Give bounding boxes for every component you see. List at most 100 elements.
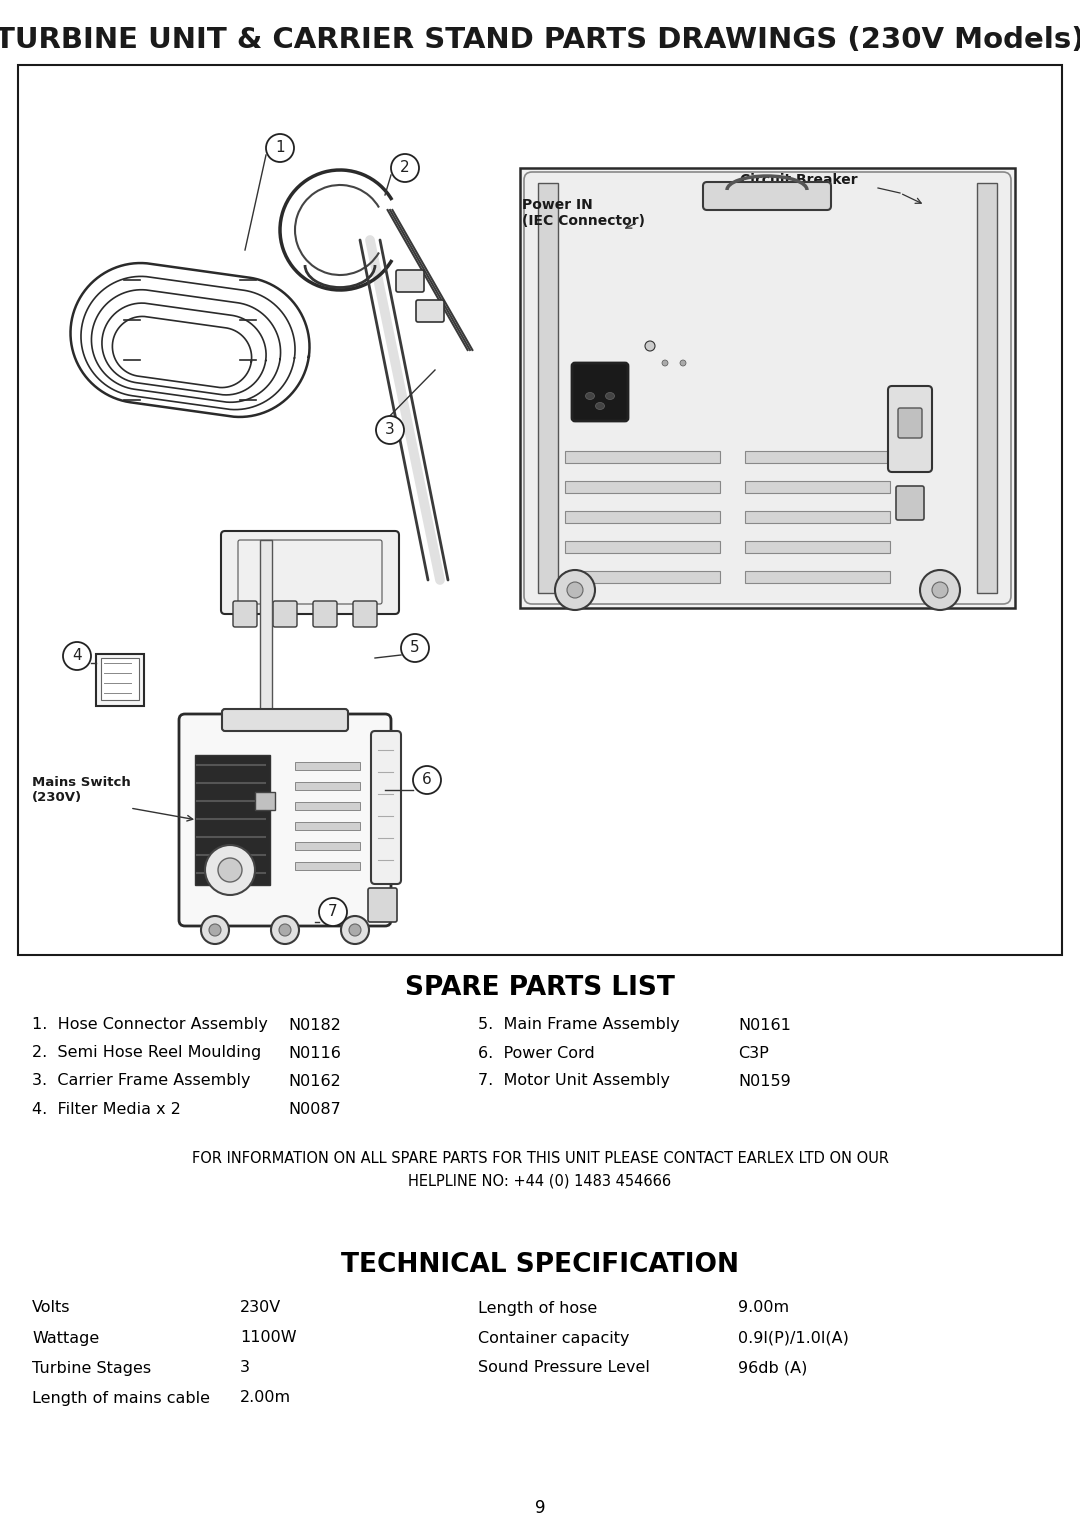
FancyBboxPatch shape bbox=[416, 300, 444, 322]
Bar bbox=[565, 481, 720, 493]
Text: 3: 3 bbox=[240, 1360, 249, 1376]
FancyBboxPatch shape bbox=[233, 601, 257, 627]
Text: 5.  Main Frame Assembly: 5. Main Frame Assembly bbox=[478, 1017, 679, 1033]
FancyBboxPatch shape bbox=[703, 182, 831, 210]
Text: FOR INFORMATION ON ALL SPARE PARTS FOR THIS UNIT PLEASE CONTACT EARLEX LTD ON OU: FOR INFORMATION ON ALL SPARE PARTS FOR T… bbox=[191, 1152, 889, 1189]
Text: TECHNICAL SPECIFICATION: TECHNICAL SPECIFICATION bbox=[341, 1252, 739, 1278]
FancyBboxPatch shape bbox=[888, 386, 932, 472]
Text: 3: 3 bbox=[386, 423, 395, 438]
Text: 230V: 230V bbox=[240, 1301, 281, 1316]
Circle shape bbox=[401, 634, 429, 662]
Text: TURBINE UNIT & CARRIER STAND PARTS DRAWINGS (230V Models): TURBINE UNIT & CARRIER STAND PARTS DRAWI… bbox=[0, 26, 1080, 54]
Circle shape bbox=[932, 582, 948, 597]
Text: N0159: N0159 bbox=[738, 1074, 791, 1089]
Bar bbox=[96, 654, 144, 706]
Text: Volts: Volts bbox=[32, 1301, 70, 1316]
Bar bbox=[565, 541, 720, 553]
Text: N0087: N0087 bbox=[288, 1102, 341, 1117]
Circle shape bbox=[680, 360, 686, 366]
FancyBboxPatch shape bbox=[368, 889, 397, 922]
Circle shape bbox=[555, 570, 595, 610]
Bar bbox=[295, 801, 360, 810]
Text: 96db (A): 96db (A) bbox=[738, 1360, 808, 1376]
Circle shape bbox=[319, 898, 347, 925]
FancyBboxPatch shape bbox=[572, 363, 627, 421]
Text: 1: 1 bbox=[275, 141, 285, 156]
Text: 6: 6 bbox=[422, 772, 432, 787]
Bar bbox=[295, 781, 360, 791]
Text: 6.  Power Cord: 6. Power Cord bbox=[478, 1045, 595, 1060]
Ellipse shape bbox=[585, 392, 594, 400]
Circle shape bbox=[662, 360, 669, 366]
FancyBboxPatch shape bbox=[222, 709, 348, 731]
Text: N0182: N0182 bbox=[288, 1017, 341, 1033]
FancyBboxPatch shape bbox=[353, 601, 377, 627]
Text: Circuit Breaker: Circuit Breaker bbox=[740, 173, 858, 187]
FancyBboxPatch shape bbox=[221, 532, 399, 614]
Circle shape bbox=[271, 916, 299, 944]
Circle shape bbox=[920, 570, 960, 610]
Text: 1100W: 1100W bbox=[240, 1330, 297, 1345]
Bar bbox=[195, 755, 270, 885]
Bar bbox=[519, 169, 1015, 608]
FancyBboxPatch shape bbox=[897, 408, 922, 438]
Text: 2: 2 bbox=[401, 161, 409, 176]
Text: 0.9l(P)/1.0l(A): 0.9l(P)/1.0l(A) bbox=[738, 1330, 849, 1345]
FancyBboxPatch shape bbox=[396, 270, 424, 293]
Ellipse shape bbox=[606, 392, 615, 400]
Text: N0161: N0161 bbox=[738, 1017, 791, 1033]
Circle shape bbox=[279, 924, 291, 936]
Circle shape bbox=[349, 924, 361, 936]
Bar bbox=[565, 512, 720, 522]
Text: Power IN
(IEC Connector): Power IN (IEC Connector) bbox=[522, 198, 645, 228]
Circle shape bbox=[266, 133, 294, 162]
Bar bbox=[565, 571, 720, 584]
Bar bbox=[745, 450, 890, 463]
Bar bbox=[18, 64, 1062, 954]
Bar bbox=[565, 450, 720, 463]
Circle shape bbox=[341, 916, 369, 944]
FancyBboxPatch shape bbox=[896, 486, 924, 519]
Circle shape bbox=[413, 766, 441, 794]
Bar bbox=[745, 571, 890, 584]
FancyBboxPatch shape bbox=[273, 601, 297, 627]
Text: 9: 9 bbox=[535, 1498, 545, 1517]
Text: 2.00m: 2.00m bbox=[240, 1391, 292, 1405]
Text: Mains Switch
(230V): Mains Switch (230V) bbox=[32, 777, 131, 804]
Circle shape bbox=[391, 155, 419, 182]
Text: C3P: C3P bbox=[738, 1045, 769, 1060]
Text: 3.  Carrier Frame Assembly: 3. Carrier Frame Assembly bbox=[32, 1074, 251, 1089]
Ellipse shape bbox=[595, 403, 605, 409]
Text: Wattage: Wattage bbox=[32, 1330, 99, 1345]
FancyBboxPatch shape bbox=[179, 714, 391, 925]
Circle shape bbox=[567, 582, 583, 597]
Bar bbox=[745, 512, 890, 522]
Bar bbox=[102, 659, 139, 700]
Circle shape bbox=[376, 417, 404, 444]
Bar bbox=[538, 182, 558, 593]
Text: 7.  Motor Unit Assembly: 7. Motor Unit Assembly bbox=[478, 1074, 670, 1089]
Bar bbox=[255, 792, 275, 810]
Text: SPARE PARTS LIST: SPARE PARTS LIST bbox=[405, 974, 675, 1000]
Text: N0162: N0162 bbox=[288, 1074, 341, 1089]
Text: Sound Pressure Level: Sound Pressure Level bbox=[478, 1360, 650, 1376]
Text: Turbine Stages: Turbine Stages bbox=[32, 1360, 151, 1376]
Bar bbox=[295, 761, 360, 771]
Text: N0116: N0116 bbox=[288, 1045, 341, 1060]
Text: Length of mains cable: Length of mains cable bbox=[32, 1391, 210, 1405]
Bar bbox=[295, 863, 360, 870]
Text: 9.00m: 9.00m bbox=[738, 1301, 789, 1316]
Circle shape bbox=[645, 342, 654, 351]
Text: 1.  Hose Connector Assembly: 1. Hose Connector Assembly bbox=[32, 1017, 268, 1033]
FancyBboxPatch shape bbox=[524, 172, 1011, 604]
Circle shape bbox=[218, 858, 242, 882]
Circle shape bbox=[201, 916, 229, 944]
Text: 2.  Semi Hose Reel Moulding: 2. Semi Hose Reel Moulding bbox=[32, 1045, 261, 1060]
Text: 5: 5 bbox=[410, 640, 420, 656]
FancyBboxPatch shape bbox=[313, 601, 337, 627]
Text: 4: 4 bbox=[72, 648, 82, 663]
Bar bbox=[295, 843, 360, 850]
Text: Container capacity: Container capacity bbox=[478, 1330, 630, 1345]
Bar bbox=[260, 539, 272, 731]
Bar bbox=[745, 541, 890, 553]
